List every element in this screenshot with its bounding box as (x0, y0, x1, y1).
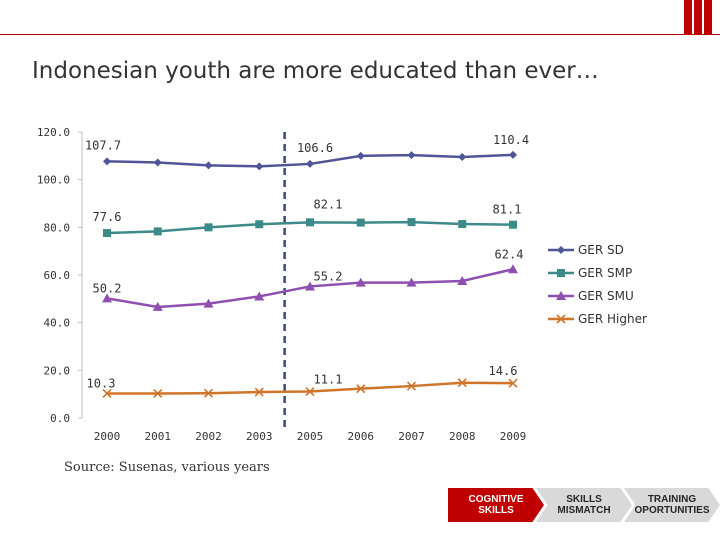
data-point (556, 314, 566, 324)
x-tick-label: 2006 (348, 430, 375, 443)
nav-step-skills-mismatch[interactable]: SKILLS MISMATCH (536, 488, 632, 522)
data-point (306, 218, 314, 227)
data-point (204, 223, 213, 232)
data-point (305, 386, 315, 397)
data-point (102, 388, 112, 399)
source-note: Source: Susenas, various years (64, 460, 270, 475)
data-point (508, 378, 518, 388)
data-point (356, 218, 365, 227)
x-tick-label: 2005 (297, 430, 324, 443)
data-point (305, 281, 315, 291)
data-point (255, 220, 264, 229)
data-point (356, 151, 365, 160)
data-point (203, 298, 214, 308)
data-point (458, 219, 467, 228)
y-tick-label: 100.0 (37, 174, 70, 187)
data-label: 81.1 (493, 203, 522, 217)
decoration-block (694, 0, 702, 34)
slide-title: Indonesian youth are more educated than … (32, 58, 599, 84)
nav-step-training-oportunities[interactable]: TRAINING OPORTUNITIES (624, 488, 720, 522)
data-label: 50.2 (93, 281, 122, 295)
nav-step-cognitive-skills[interactable]: COGNITIVE SKILLS (448, 488, 544, 522)
data-point (557, 246, 565, 254)
x-tick-label: 2008 (449, 430, 476, 443)
data-point (153, 388, 163, 399)
data-point (406, 277, 417, 287)
data-point (254, 291, 265, 301)
nav-step-label: TRAINING OPORTUNITIES (634, 494, 710, 516)
data-point (204, 161, 213, 170)
data-point (457, 275, 468, 285)
nav-step-label: SKILLS MISMATCH (557, 494, 611, 516)
data-point (407, 151, 416, 160)
header-divider (0, 34, 720, 35)
data-point (254, 387, 264, 397)
data-point (509, 150, 517, 159)
data-point (152, 301, 163, 311)
x-tick-label: 2007 (398, 430, 425, 443)
x-tick-label: 2000 (94, 430, 121, 443)
data-point (203, 388, 214, 398)
data-point (457, 378, 467, 388)
data-point (102, 293, 112, 303)
y-tick-label: 120.0 (37, 126, 70, 139)
data-point (407, 218, 416, 227)
data-label: 110.4 (493, 133, 529, 147)
x-tick-label: 2009 (500, 430, 527, 443)
data-label: 77.6 (93, 210, 122, 224)
data-point (103, 157, 111, 166)
data-point (103, 229, 111, 238)
y-tick-label: 20.0 (44, 364, 71, 377)
data-point (508, 264, 518, 274)
data-point (458, 153, 467, 162)
data-point (556, 291, 566, 300)
x-tick-label: 2003 (246, 430, 273, 443)
header-decoration (684, 0, 712, 34)
y-tick-label: 40.0 (44, 317, 71, 330)
data-point (355, 277, 366, 287)
data-label: 106.6 (297, 141, 333, 155)
data-label: 10.3 (87, 376, 116, 390)
legend-label: GER Higher (578, 312, 647, 326)
section-navigation: COGNITIVE SKILLS SKILLS MISMATCH TRAININ… (448, 488, 720, 522)
legend-label: GER SD (578, 243, 624, 257)
y-tick-label: 60.0 (44, 269, 71, 282)
data-label: 11.1 (314, 373, 343, 387)
data-label: 62.4 (495, 247, 524, 261)
data-point (406, 381, 417, 391)
y-tick-label: 80.0 (44, 221, 71, 234)
x-tick-label: 2001 (145, 430, 172, 443)
data-point (153, 158, 162, 167)
decoration-block (684, 0, 692, 34)
legend-label: GER SMU (578, 289, 634, 303)
data-label: 107.7 (85, 138, 121, 152)
data-point (557, 269, 565, 277)
x-tick-label: 2002 (195, 430, 222, 443)
data-point (356, 384, 366, 394)
data-point (509, 220, 517, 229)
legend-label: GER SMP (578, 266, 632, 280)
data-point (306, 159, 314, 168)
y-tick-label: 0.0 (50, 412, 70, 425)
data-label: 82.1 (314, 197, 343, 211)
data-label: 14.6 (489, 364, 518, 378)
decoration-block (704, 0, 712, 34)
data-label: 55.2 (314, 269, 343, 283)
data-point (255, 162, 264, 171)
nav-step-label: COGNITIVE SKILLS (468, 494, 524, 516)
data-point (153, 227, 162, 236)
slide-header-bar (0, 0, 720, 36)
